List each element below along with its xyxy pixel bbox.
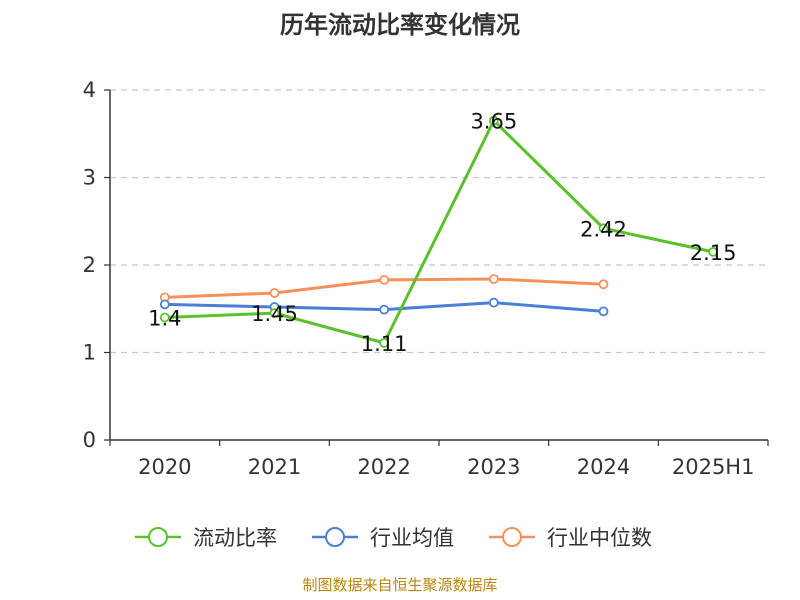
data-point — [379, 337, 390, 348]
source-note: 制图数据来自恒生聚源数据库 — [302, 576, 497, 594]
data-point — [708, 246, 719, 257]
x-tick-label: 2022 — [357, 455, 410, 479]
series-line-0 — [164, 119, 714, 345]
data-point — [159, 312, 170, 323]
data-point — [159, 299, 170, 310]
data-point — [598, 223, 609, 234]
y-tick-label: 4 — [83, 78, 96, 102]
data-label: 2.15 — [690, 241, 737, 265]
chart-title: 历年流动比率变化情况 — [280, 11, 520, 39]
data-label: 3.65 — [470, 110, 517, 134]
x-tick-label: 2024 — [577, 455, 630, 479]
data-point — [488, 297, 499, 308]
legend-label: 行业中位数 — [547, 526, 652, 550]
x-tick-label: 2021 — [248, 455, 301, 479]
data-label: 1.45 — [251, 302, 298, 326]
data-point — [379, 304, 390, 315]
legend-swatch-marker — [148, 527, 168, 547]
data-label: 1.11 — [361, 332, 408, 356]
data-point — [598, 279, 609, 290]
y-tick-label: 0 — [83, 428, 96, 452]
data-point — [269, 308, 280, 319]
y-tick-label: 2 — [83, 253, 96, 277]
legend-label: 行业均值 — [370, 526, 454, 550]
legend-swatch-marker — [502, 527, 522, 547]
x-tick-label: 2020 — [138, 455, 191, 479]
x-tick-label: 2023 — [467, 455, 520, 479]
legend-label: 流动比率 — [193, 526, 277, 550]
y-tick-label: 1 — [83, 341, 96, 365]
y-tick-label: 3 — [83, 166, 96, 190]
legend-swatch-marker — [325, 527, 345, 547]
x-tick-label: 2025H1 — [672, 455, 755, 479]
data-point — [598, 306, 609, 317]
data-label: 2.42 — [580, 217, 627, 241]
data-label: 1.4 — [148, 307, 181, 331]
data-point — [379, 274, 390, 285]
data-point — [488, 274, 499, 284]
data-point — [269, 288, 280, 298]
data-point — [488, 115, 499, 126]
